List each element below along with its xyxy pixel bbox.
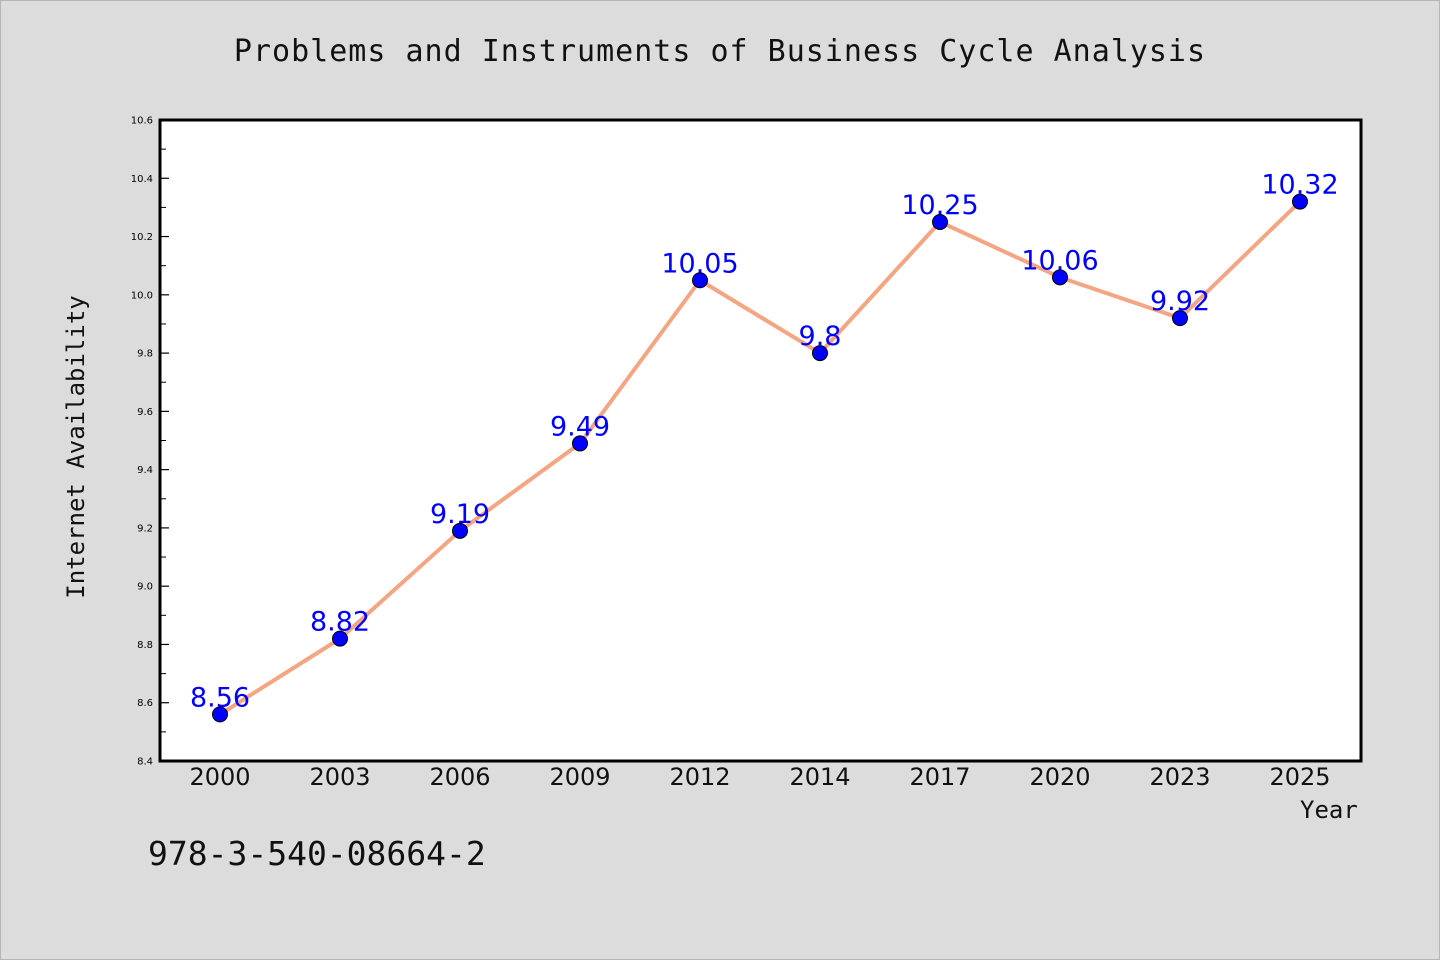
y-axis: 8.4 8.6 8.8 9.0 9.2 9.4 9.6 9.8 10.0 10.2 10.4 10.6 <box>131 116 169 768</box>
data-point-marker <box>212 706 228 723</box>
y-tick-label: 10.2 <box>131 232 153 243</box>
x-tick-label: 2020 <box>1029 763 1090 791</box>
y-tick-label: 10.0 <box>131 290 153 301</box>
plot-area <box>158 118 1363 763</box>
data-label: 9.8 <box>799 321 842 352</box>
y-tick-label: 9.2 <box>137 523 153 534</box>
x-tick-label: 2023 <box>1149 763 1210 791</box>
data-points <box>212 193 1308 723</box>
y-tick-label: 8.6 <box>137 698 153 709</box>
y-tick-label: 9.6 <box>137 407 153 418</box>
x-tick-label: 2025 <box>1269 763 1330 791</box>
data-label: 10.32 <box>1261 170 1338 201</box>
data-label: 10.25 <box>901 190 978 221</box>
data-point-marker <box>452 522 468 539</box>
data-label: 10.05 <box>661 248 738 279</box>
data-point-marker <box>812 345 828 362</box>
data-point-marker <box>572 435 588 452</box>
x-tick-label: 2003 <box>309 763 370 791</box>
data-label: 9.49 <box>550 411 610 442</box>
data-point-marker <box>692 272 708 289</box>
data-labels: 8.56 8.82 9.19 9.49 10.05 9.8 10.25 10.06 9.92 10… <box>190 170 1339 714</box>
x-tick-label: 2017 <box>909 763 970 791</box>
x-tick-label: 2012 <box>669 763 730 791</box>
x-tick-label: 2014 <box>789 763 850 791</box>
data-point-marker <box>1292 193 1308 210</box>
data-label: 9.92 <box>1150 286 1210 317</box>
data-point-marker <box>332 630 348 647</box>
data-point-marker <box>932 213 948 230</box>
data-label: 8.56 <box>190 682 250 713</box>
data-label: 10.06 <box>1021 245 1098 276</box>
y-tick-label: 10.6 <box>131 116 153 127</box>
y-tick-label: 8.8 <box>137 640 153 651</box>
x-axis: 2000 2003 2006 2009 2012 2014 2017 2020 2023 2025 <box>189 763 1330 791</box>
x-tick-label: 2000 <box>189 763 250 791</box>
data-label: 8.82 <box>310 607 370 638</box>
y-tick-label: 9.4 <box>137 465 153 476</box>
x-tick-label: 2006 <box>429 763 490 791</box>
series-line <box>218 200 1302 717</box>
data-point-marker <box>1172 310 1188 327</box>
data-label: 9.19 <box>430 499 490 530</box>
x-axis-title: Year <box>1300 796 1358 824</box>
chart-title: Problems and Instruments of Business Cyc… <box>233 34 1207 69</box>
y-tick-label: 10.4 <box>131 174 153 185</box>
x-tick-label: 2009 <box>549 763 610 791</box>
data-point-marker <box>1052 269 1068 286</box>
isbn-annotation: 978-3-540-08664-2 <box>148 834 486 873</box>
y-tick-label: 9.0 <box>137 582 153 593</box>
y-tick-label: 8.4 <box>137 757 153 768</box>
y-tick-label: 9.8 <box>137 349 153 360</box>
